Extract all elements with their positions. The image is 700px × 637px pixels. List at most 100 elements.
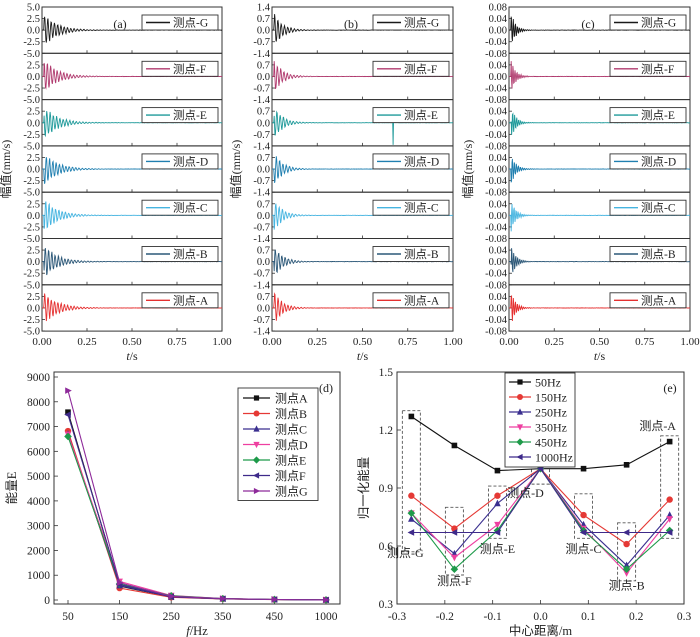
legend-box bbox=[372, 153, 450, 170]
x-axis-label-var: f bbox=[186, 624, 191, 637]
y-tick-label: 0.7 bbox=[257, 107, 270, 118]
data-point bbox=[666, 496, 673, 503]
series-line bbox=[67, 390, 327, 601]
legend-label: 测点-F bbox=[404, 63, 437, 76]
legend-label: 测点-F bbox=[173, 63, 206, 76]
x-tick-label: 0.75 bbox=[635, 336, 655, 348]
x-axis-label: f/Hz bbox=[186, 624, 208, 637]
data-point bbox=[494, 499, 501, 507]
y-tick-label: 1.5 bbox=[379, 367, 394, 379]
legend-label: 350Hz bbox=[535, 421, 567, 435]
y-tick-label: 0.0 bbox=[257, 211, 270, 222]
x-tick-label: 0.2 bbox=[629, 611, 644, 623]
legend-label: 450Hz bbox=[535, 436, 567, 450]
y-tick-label: -0.08 bbox=[485, 327, 507, 338]
y-tick-label: 0.0 bbox=[27, 72, 40, 83]
legend-label: 测点-B bbox=[404, 248, 439, 261]
y-tick-label: -5.0 bbox=[23, 188, 40, 199]
legend-label: 测点-D bbox=[641, 155, 676, 168]
y-tick-label: -2.5 bbox=[23, 269, 40, 280]
legend-box bbox=[609, 246, 687, 262]
y-tick-label: 0.04 bbox=[489, 153, 508, 164]
legend-box bbox=[609, 60, 687, 77]
annotation-label: 测点-A bbox=[639, 419, 676, 433]
x-axis-label-var: t bbox=[357, 349, 361, 363]
y-tick-label: 0.0 bbox=[27, 118, 40, 129]
legend-label: 测点E bbox=[275, 454, 306, 468]
y-tick-label: 0.3 bbox=[379, 599, 394, 611]
y-tick-label: 0.00 bbox=[489, 26, 507, 37]
legend-box bbox=[609, 199, 687, 216]
x-axis-label: 中心距离/m bbox=[509, 623, 572, 637]
legend-marker bbox=[516, 438, 524, 446]
data-point bbox=[408, 413, 415, 420]
legend-box bbox=[609, 107, 687, 124]
x-axis-label-unit: /s bbox=[130, 349, 138, 363]
data-point bbox=[493, 526, 502, 535]
x-tick-label: -0.2 bbox=[436, 611, 454, 623]
legend-label: 测点-C bbox=[641, 202, 676, 215]
series-line bbox=[410, 467, 671, 574]
panel-label: (b) bbox=[344, 17, 358, 31]
y-tick-label: -2.5 bbox=[23, 37, 40, 48]
x-axis-label: t/s bbox=[126, 349, 138, 363]
subplot-测点-F: 0.70.0-0.7-1.4测点-F bbox=[253, 52, 454, 106]
chart-panel-b: 1.40.70.0-0.7-1.4测点-G0.70.0-0.7-1.4测点-F0… bbox=[228, 3, 463, 364]
subplot-测点-B: 0.70.0-0.7-1.4 测点-B bbox=[253, 238, 454, 291]
legend-label: 测点-G bbox=[641, 17, 676, 30]
y-tick-label: -5.0 bbox=[23, 95, 40, 106]
data-point bbox=[623, 570, 630, 577]
legend-box bbox=[372, 292, 450, 309]
x-tick-label: 0.75 bbox=[398, 336, 418, 348]
y-tick-label: -0.08 bbox=[485, 188, 507, 199]
annotation-label: 测点-D bbox=[507, 486, 544, 500]
legend-marker bbox=[253, 395, 260, 401]
legend-marker bbox=[253, 425, 260, 432]
y-tick-label: 0.00 bbox=[489, 257, 507, 268]
y-tick-label: 2000 bbox=[27, 545, 50, 557]
legend-box bbox=[609, 14, 687, 31]
legend-label: 250Hz bbox=[535, 406, 567, 420]
data-point bbox=[64, 432, 72, 441]
legend-box bbox=[141, 60, 219, 77]
x-tick-label: 0.50 bbox=[122, 336, 142, 348]
y-tick-label: 0.7 bbox=[257, 153, 270, 164]
legend-label: 测点B bbox=[275, 407, 307, 421]
subplot-测点-D: 0.70.0-0.7-1.4 测点-D bbox=[253, 145, 454, 199]
subplot-测点-F: 2.50.0-2.5-5.0测点-F bbox=[23, 52, 223, 106]
y-tick-label: 0.0 bbox=[257, 257, 270, 268]
data-point bbox=[65, 387, 72, 394]
series-150Hz bbox=[408, 465, 673, 548]
x-tick-label: 1.00 bbox=[680, 336, 700, 348]
y-tick-label: -0.04 bbox=[485, 176, 508, 187]
y-tick-label: -5.0 bbox=[23, 234, 40, 245]
x-tick-label: 0.3 bbox=[677, 611, 692, 623]
y-tick-label: -0.7 bbox=[253, 84, 270, 95]
data-point bbox=[451, 554, 458, 562]
legend-marker bbox=[252, 456, 261, 464]
y-tick-label: -0.04 bbox=[485, 84, 508, 95]
subplot-测点-B: 0.040.00-0.04-0.08 测点-B bbox=[485, 238, 691, 291]
y-tick-label: -5.0 bbox=[23, 327, 40, 338]
legend-label: 测点-A bbox=[641, 294, 677, 307]
annotation-box bbox=[617, 522, 637, 582]
legend-label: 测点-G bbox=[173, 17, 208, 30]
data-point bbox=[666, 438, 673, 445]
legend-label: 测点-E bbox=[173, 109, 207, 122]
y-tick-label: 1000 bbox=[27, 570, 50, 582]
chart-panel-a: 5.02.50.0-2.5-5.0测点-G2.50.0-2.5-5.0测点-F2… bbox=[0, 3, 232, 364]
y-tick-label: 0.0 bbox=[257, 26, 270, 37]
subplot-测点-E: 0.040.00-0.04-0.08 测点-E bbox=[485, 99, 691, 152]
legend-label: 测点F bbox=[275, 469, 306, 483]
y-tick-label: 0.9 bbox=[379, 483, 394, 495]
y-tick-label: -0.04 bbox=[485, 222, 508, 233]
data-point bbox=[666, 516, 673, 523]
panel-label: (d) bbox=[319, 381, 333, 395]
y-tick-label: -2.5 bbox=[23, 222, 40, 233]
data-point bbox=[623, 462, 630, 468]
data-point bbox=[64, 411, 71, 418]
legend-marker bbox=[516, 408, 524, 415]
data-point bbox=[451, 442, 458, 449]
